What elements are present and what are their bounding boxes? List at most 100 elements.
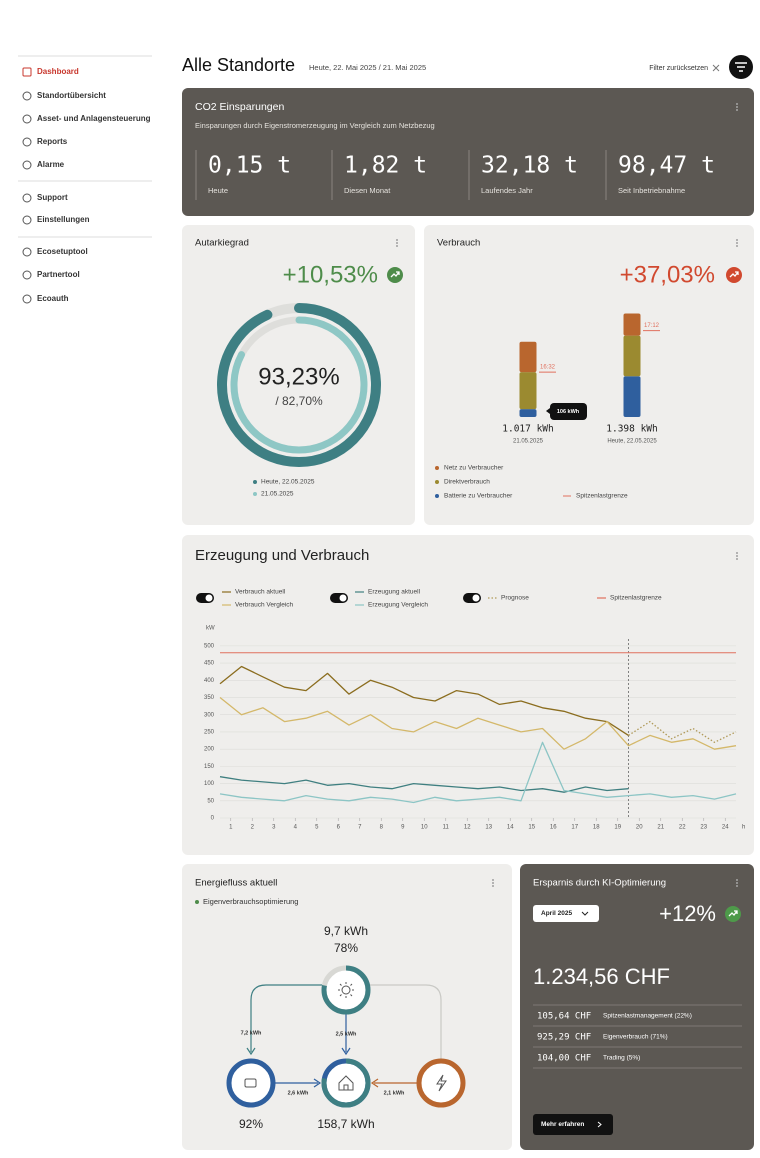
house-icon — [338, 1075, 354, 1091]
arrow-head — [341, 1047, 351, 1056]
nav-label: Alarme — [37, 160, 65, 169]
menu-dot — [736, 879, 738, 881]
period-select[interactable]: April 2025 — [533, 905, 599, 922]
series-line — [219, 741, 737, 804]
nav-label: Dashboard — [37, 67, 79, 76]
x-tick-label: 18 — [593, 825, 600, 831]
status-dot — [195, 900, 199, 904]
x-tick-label: 14 — [507, 825, 514, 831]
solar-value: 9,7 kWh — [324, 924, 368, 938]
nav-icon — [22, 215, 32, 225]
button[interactable]: Mehr erfahren — [533, 1114, 613, 1135]
menu-dot — [396, 242, 398, 244]
x-tick-label: 19 — [614, 825, 621, 831]
kpi-label: Seit Inbetriebnahme — [618, 186, 685, 195]
card-title: Ersparnis durch KI-Optimierung — [533, 878, 666, 889]
filter-button[interactable] — [729, 55, 753, 79]
flow-label: 2,6 kWh — [288, 1090, 309, 1096]
flow-label: 2,5 kWh — [336, 1031, 357, 1037]
nav-item[interactable]: Dashboard — [22, 67, 79, 77]
more-menu[interactable] — [736, 103, 738, 111]
filter-reset[interactable]: Filter zurücksetzen — [649, 65, 708, 72]
filter-icon — [735, 62, 747, 72]
series-line — [219, 776, 629, 793]
x-tick-label: 17 — [571, 825, 578, 831]
close-icon — [712, 64, 720, 72]
page-title: Alle Standorte — [182, 55, 295, 75]
x-tick-label: 13 — [485, 825, 492, 831]
y-axis-label: kW — [206, 626, 215, 632]
bolt-icon — [436, 1074, 447, 1092]
x-tick-label: 22 — [679, 825, 686, 831]
kpi-label: Diesen Monat — [344, 186, 391, 195]
menu-dot — [736, 106, 738, 108]
row-amount: 104,00 CHF — [537, 1054, 591, 1064]
kpi-value: 0,15 t — [208, 153, 291, 179]
toggle[interactable] — [196, 593, 214, 603]
legend-dot — [435, 494, 439, 498]
legend-dot — [253, 492, 257, 496]
more-menu[interactable] — [492, 879, 494, 887]
nav-icon — [22, 160, 32, 170]
x-tick-label: 20 — [636, 825, 643, 831]
card-title: Autarkiegrad — [195, 238, 249, 249]
card-title: CO2 Einsparungen — [195, 101, 284, 113]
toggle-knob — [205, 594, 213, 602]
more-menu[interactable] — [736, 879, 738, 887]
series-line — [219, 665, 629, 736]
nav-item[interactable]: Alarme — [22, 160, 65, 170]
x-tick-label: Heute, 22.05.2025 — [607, 439, 657, 445]
page-subtitle: Heute, 22. Mai 2025 / 21. Mai 2025 — [309, 63, 426, 72]
nav-item[interactable]: Ecoauth — [22, 294, 69, 304]
legend-label: Spitzenlastgrenze — [576, 493, 628, 500]
toggle[interactable] — [330, 593, 348, 603]
tooltip-label: 106 kWh — [557, 409, 580, 415]
nav-icon — [22, 91, 32, 101]
flow-line — [368, 984, 442, 1061]
nav-item[interactable]: Support — [22, 193, 68, 203]
card — [182, 88, 754, 216]
more-menu[interactable] — [736, 239, 738, 247]
toggle[interactable] — [463, 593, 481, 603]
more-menu[interactable] — [396, 239, 398, 247]
peak-label: 16:32 — [540, 365, 556, 371]
menu-dot — [492, 885, 494, 887]
home-value: 158,7 kWh — [317, 1117, 374, 1131]
nav-item[interactable]: Asset- und Anlagensteuerung — [22, 114, 151, 124]
nav-label: Partnertool — [37, 270, 80, 279]
bar-segment — [519, 409, 537, 417]
change-value: +10,53% — [283, 261, 378, 288]
y-tick-label: 300 — [204, 712, 215, 718]
nav-item[interactable]: Standortübersicht — [22, 91, 106, 101]
nav-label: Ecosetuptool — [37, 247, 88, 256]
menu-dot — [736, 882, 738, 884]
nav-item[interactable]: Einstellungen — [22, 215, 90, 225]
more-menu[interactable] — [736, 552, 738, 560]
row-amount: 105,64 CHF — [537, 1012, 591, 1022]
menu-dot — [736, 555, 738, 557]
y-tick-label: 50 — [207, 798, 214, 804]
legend-dot — [435, 466, 439, 470]
nav-label: Reports — [37, 137, 68, 146]
nav-icon — [22, 67, 32, 77]
legend-label: Spitzenlastgrenze — [610, 595, 662, 602]
nav-label: Standortübersicht — [37, 91, 106, 100]
nav-label: Ecoauth — [37, 294, 69, 303]
card — [520, 864, 754, 1150]
node-ring — [226, 1058, 276, 1108]
nav-icon — [22, 137, 32, 147]
nav-item[interactable]: Reports — [22, 137, 68, 147]
x-tick-label: 5 — [315, 825, 319, 831]
ring-arc — [230, 316, 368, 454]
mode-label: Eigenverbrauchsoptimierung — [203, 897, 298, 906]
menu-dot — [736, 242, 738, 244]
legend-label: Verbrauch Vergleich — [235, 602, 294, 609]
nav-item[interactable]: Ecosetuptool — [22, 247, 88, 257]
nav-icon — [22, 270, 32, 280]
x-tick-label: 15 — [528, 825, 535, 831]
peak-label: 17:12 — [644, 323, 660, 329]
card-title: Erzeugung und Verbrauch — [195, 547, 369, 564]
nav-item[interactable]: Partnertool — [22, 270, 80, 280]
button-bg — [533, 1114, 613, 1135]
x-tick-label: 4 — [294, 825, 298, 831]
